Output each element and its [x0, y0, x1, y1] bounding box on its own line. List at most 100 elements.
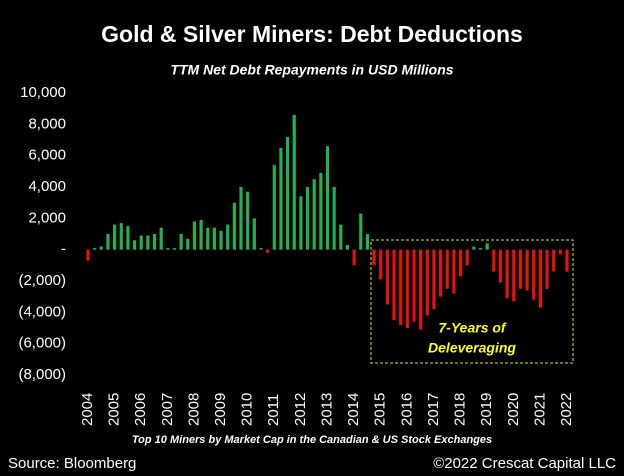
- bar: [212, 227, 216, 250]
- bar: [166, 248, 170, 250]
- x-tick-label: 2010: [239, 393, 256, 426]
- footnote: Top 10 Miners by Market Cap in the Canad…: [132, 434, 492, 446]
- bar: [532, 249, 536, 300]
- bar: [565, 249, 569, 272]
- bar: [246, 191, 250, 250]
- bar: [239, 187, 243, 250]
- annotation: Deleveraging: [428, 340, 516, 356]
- bar: [452, 249, 456, 294]
- bar: [425, 249, 429, 316]
- bar: [339, 224, 343, 250]
- bar: [439, 249, 443, 297]
- x-tick-label: 2004: [79, 393, 96, 426]
- bar: [106, 234, 110, 250]
- bar: [305, 187, 310, 250]
- bar: [186, 238, 190, 250]
- y-tick-label: (6,000): [18, 335, 66, 352]
- bar: [192, 221, 197, 250]
- bar: [232, 202, 236, 250]
- x-tick-label: 2020: [505, 393, 522, 426]
- bar: [412, 249, 416, 322]
- bar: [252, 218, 256, 250]
- bar: [319, 172, 323, 250]
- y-tick-label: 10,000: [20, 84, 66, 101]
- bar: [525, 249, 529, 291]
- bar: [345, 244, 350, 250]
- bar: [226, 224, 230, 250]
- bar: [379, 249, 383, 280]
- x-tick-label: 2019: [478, 393, 495, 426]
- bar: [86, 249, 90, 261]
- bar: [472, 246, 476, 250]
- bar: [352, 249, 356, 266]
- y-tick-label: (4,000): [18, 303, 66, 320]
- bar: [285, 136, 290, 250]
- x-tick-label: 2014: [345, 393, 362, 426]
- bar: [392, 249, 396, 321]
- bar: [199, 219, 203, 250]
- bar: [492, 249, 496, 272]
- source: Source: Bloomberg: [8, 455, 136, 472]
- x-tick-label: 2007: [159, 393, 176, 426]
- bar: [219, 230, 223, 250]
- bar: [299, 196, 303, 250]
- bar: [119, 223, 123, 250]
- bar: [359, 213, 363, 250]
- bar: [505, 249, 509, 299]
- bar: [99, 246, 103, 250]
- bar: [419, 249, 423, 330]
- x-tick-label: 2011: [265, 394, 282, 426]
- bar: [152, 234, 157, 250]
- bar: [132, 240, 137, 250]
- bar: [159, 227, 163, 250]
- bar: [498, 249, 503, 283]
- bar: [558, 249, 562, 255]
- bar: [272, 165, 276, 250]
- y-tick-label: -: [61, 241, 66, 258]
- y-tick-label: 8,000: [28, 115, 66, 132]
- annotation-box: [370, 239, 574, 364]
- x-tick-label: 2012: [292, 393, 309, 426]
- bar: [485, 243, 489, 250]
- bar: [332, 187, 336, 250]
- bar: [179, 234, 183, 250]
- y-tick-label: (8,000): [18, 366, 66, 383]
- bar: [518, 249, 523, 289]
- bar: [93, 248, 97, 250]
- bar: [405, 249, 409, 328]
- bar: [399, 249, 403, 325]
- bar: [465, 249, 469, 266]
- x-tick-label: 2009: [212, 393, 229, 426]
- y-tick-label: 4,000: [28, 178, 66, 195]
- bar: [146, 235, 150, 250]
- bar: [292, 114, 296, 250]
- x-tick-label: 2018: [452, 393, 469, 426]
- x-tick-label: 2006: [132, 393, 149, 426]
- bar: [458, 249, 463, 277]
- x-tick-label: 2022: [558, 393, 575, 426]
- y-tick-label: 2,000: [28, 209, 66, 226]
- chart-subtitle: TTM Net Debt Repayments in USD Millions: [170, 62, 453, 78]
- bar: [365, 234, 370, 250]
- annotation: 7-Years of: [438, 320, 507, 336]
- y-tick-label: (2,000): [18, 272, 66, 289]
- chart-title: Gold & Silver Miners: Debt Deductions: [101, 21, 523, 47]
- y-tick-label: 6,000: [28, 147, 66, 164]
- bar: [139, 235, 143, 250]
- bar: [372, 249, 376, 266]
- bar: [206, 227, 210, 250]
- bar: [112, 224, 117, 250]
- x-tick-label: 2017: [425, 393, 442, 426]
- bar: [385, 249, 389, 305]
- bar: [312, 179, 316, 250]
- bar: [279, 147, 283, 250]
- x-tick-label: 2021: [531, 393, 548, 426]
- bar: [552, 249, 556, 272]
- x-tick-label: 2013: [318, 393, 335, 426]
- x-tick-label: 2016: [398, 393, 415, 426]
- bar: [266, 249, 270, 253]
- bar: [172, 248, 177, 250]
- bar: [478, 248, 483, 250]
- bar: [538, 249, 543, 308]
- bar: [432, 249, 436, 310]
